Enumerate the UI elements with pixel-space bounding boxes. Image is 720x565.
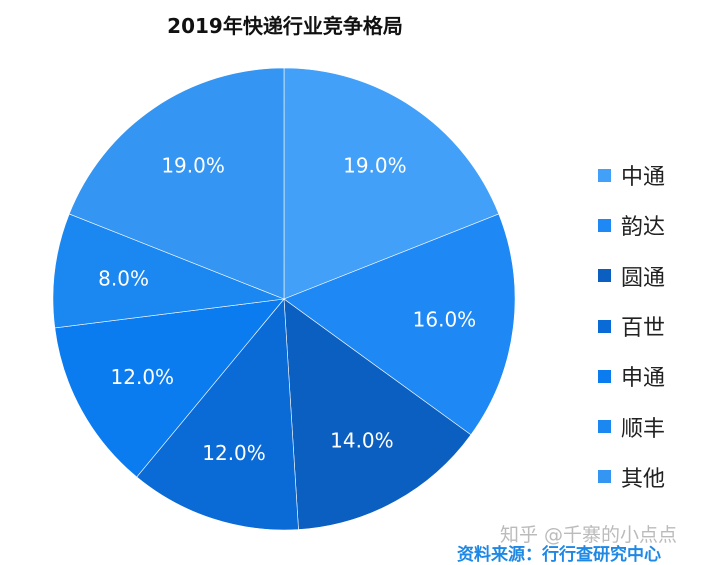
legend-label: 圆通 [621, 265, 666, 291]
pie-slice-3 [136, 298, 299, 531]
legend-item: 韵达 [598, 200, 665, 250]
pie-slice-5 [52, 213, 285, 329]
source-note: 资料来源：行行查研究中心 [457, 545, 661, 565]
legend-label: 其他 [621, 466, 666, 492]
legend-swatch [598, 218, 611, 232]
legend-label: 申通 [621, 366, 666, 392]
legend-item: 其他 [598, 452, 665, 502]
pie-slice-2 [283, 298, 472, 530]
legend-label: 百世 [621, 316, 666, 342]
legend-item: 百世 [598, 301, 665, 351]
legend-swatch [598, 168, 611, 182]
pie-slice-1 [283, 213, 516, 436]
legend-swatch [598, 470, 611, 484]
legend-item: 申通 [598, 351, 665, 401]
slice-label: 12.0% [202, 441, 266, 465]
pie-slice-4 [54, 298, 285, 478]
legend-item: 中通 [598, 150, 665, 200]
watermark: 知乎 @千寨的小点点 [500, 524, 678, 546]
slice-label: 14.0% [330, 429, 394, 453]
legend-swatch [598, 319, 611, 333]
slice-label: 19.0% [343, 153, 407, 177]
legend-swatch [598, 420, 611, 434]
chart-title: 2019年快递行业竞争格局 [167, 14, 403, 38]
legend-swatch [598, 369, 611, 383]
slice-label: 16.0% [413, 307, 477, 331]
legend: 中通韵达圆通百世申通顺丰其他 [598, 150, 665, 502]
legend-label: 中通 [621, 165, 666, 191]
legend-label: 顺丰 [621, 416, 666, 442]
slice-label: 8.0% [98, 267, 149, 291]
slice-label: 12.0% [111, 365, 175, 389]
legend-swatch [598, 269, 611, 283]
pie-slice-0 [283, 67, 500, 300]
legend-item: 顺丰 [598, 401, 665, 451]
slice-label: 19.0% [161, 153, 225, 177]
pie-slice-6 [68, 67, 285, 300]
legend-item: 圆通 [598, 251, 665, 301]
legend-label: 韵达 [621, 215, 666, 241]
